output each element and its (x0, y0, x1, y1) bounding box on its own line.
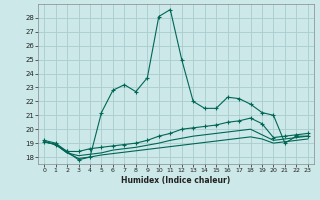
X-axis label: Humidex (Indice chaleur): Humidex (Indice chaleur) (121, 176, 231, 185)
